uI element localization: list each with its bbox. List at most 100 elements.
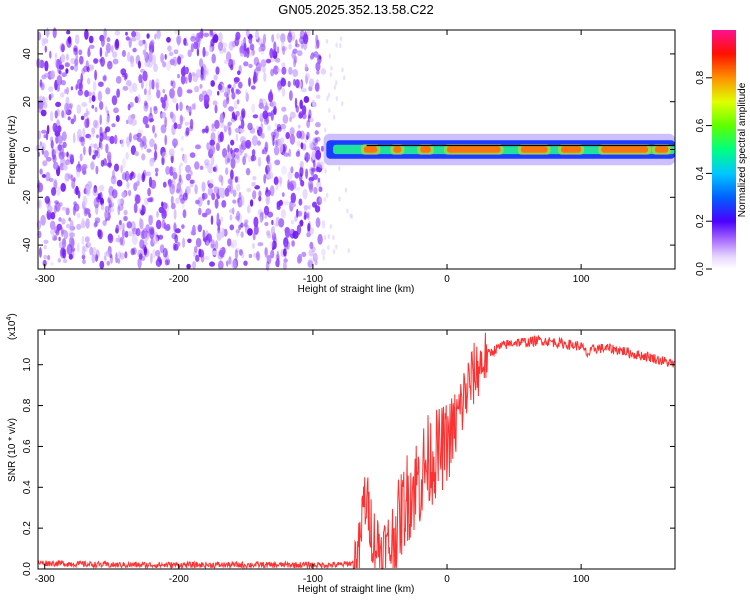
- noise-blob: [121, 227, 125, 239]
- noise-blob: [146, 33, 150, 39]
- noise-blob: [276, 205, 281, 211]
- noise-blob: [178, 164, 182, 175]
- noise-blob: [201, 181, 206, 192]
- noise-blob: [252, 242, 255, 249]
- noise-blob: [75, 167, 81, 178]
- figure-title: GN05.2025.352.13.58.C22: [278, 2, 433, 17]
- noise-blob: [190, 36, 196, 42]
- noise-blob: [71, 179, 76, 189]
- snr-x-ticks: -300 -200 -100 0 100: [35, 330, 590, 585]
- noise-blob: [291, 240, 295, 247]
- noise-blob: [284, 242, 289, 250]
- noise-blob: [217, 83, 223, 91]
- noise-blob: [315, 61, 321, 72]
- noise-blob: [248, 63, 253, 69]
- noise-blob: [154, 33, 157, 40]
- noise-blob: [329, 72, 332, 78]
- noise-blob: [112, 169, 115, 180]
- noise-blob: [235, 89, 241, 95]
- noise-blob: [197, 32, 204, 39]
- noise-blob: [185, 127, 190, 136]
- noise-blob: [127, 51, 131, 63]
- noise-blob: [239, 45, 245, 54]
- noise-blob: [243, 222, 248, 228]
- noise-blob: [255, 250, 260, 261]
- noise-blob: [235, 247, 240, 253]
- noise-blob: [217, 41, 224, 52]
- noise-blob: [343, 75, 346, 81]
- noise-blob: [281, 106, 287, 112]
- y-tick-label: 0.8: [22, 398, 33, 412]
- noise-blob: [243, 260, 248, 266]
- noise-blob: [165, 61, 172, 72]
- noise-blob: [211, 53, 216, 64]
- noise-blob: [119, 252, 125, 260]
- noise-blob: [87, 50, 91, 57]
- noise-blob: [245, 167, 251, 176]
- noise-blob: [54, 125, 61, 134]
- noise-blob: [172, 80, 176, 89]
- noise-blob: [49, 50, 52, 59]
- noise-blob: [305, 168, 309, 179]
- noise-blob: [136, 132, 142, 138]
- colorbar-tick-label: 0.0: [695, 262, 706, 276]
- noise-blob: [269, 48, 274, 59]
- noise-blob: [89, 246, 94, 256]
- noise-blob: [272, 49, 277, 57]
- noise-blob: [341, 67, 344, 73]
- noise-blob: [139, 68, 146, 73]
- noise-blob: [81, 217, 85, 228]
- noise-blob: [281, 66, 287, 75]
- noise-blob: [86, 110, 90, 116]
- noise-blob: [173, 49, 179, 55]
- noise-blob: [79, 136, 85, 142]
- noise-blob: [254, 185, 260, 190]
- noise-blob: [85, 218, 90, 229]
- noise-blob: [62, 141, 67, 149]
- noise-blob: [111, 123, 116, 128]
- noise-blob: [290, 192, 296, 204]
- noise-blob: [173, 122, 178, 130]
- noise-blob: [253, 216, 259, 228]
- noise-blob: [77, 190, 81, 199]
- noise-blob: [292, 48, 298, 54]
- noise-blob: [297, 124, 301, 129]
- noise-blob: [43, 244, 47, 250]
- noise-blob: [207, 199, 210, 206]
- noise-blob: [317, 233, 323, 245]
- noise-blob: [94, 254, 99, 262]
- x-tick-label: -300: [35, 574, 55, 585]
- noise-blob: [105, 42, 111, 54]
- noise-blob: [150, 179, 157, 189]
- noise-blob: [232, 189, 237, 197]
- noise-blob: [275, 254, 280, 261]
- noise-blob: [289, 228, 294, 234]
- noise-blob: [133, 119, 138, 126]
- noise-blob: [314, 82, 320, 92]
- noise-blob: [122, 85, 129, 91]
- noise-blob: [93, 185, 98, 193]
- y-tick-label: 0.4: [22, 480, 33, 494]
- noise-blob: [138, 253, 143, 260]
- noise-blob: [117, 205, 121, 216]
- noise-blob: [193, 41, 199, 50]
- noise-blob: [315, 217, 321, 228]
- noise-blob: [305, 152, 309, 163]
- noise-blob: [267, 171, 274, 180]
- noise-blob: [307, 259, 314, 268]
- noise-blob: [93, 143, 98, 150]
- noise-blob: [236, 183, 241, 192]
- noise-blob: [56, 186, 61, 196]
- x-tick-label: -300: [35, 274, 55, 285]
- noise-blob: [283, 152, 290, 157]
- noise-blob: [177, 86, 183, 98]
- colorbar-tick-label: 0.6: [695, 118, 706, 132]
- noise-blob: [265, 58, 272, 64]
- noise-blob: [81, 163, 88, 170]
- noise-blob: [197, 224, 203, 233]
- noise-blob: [263, 72, 267, 82]
- noise-blob: [146, 91, 152, 102]
- noise-blob: [94, 220, 99, 227]
- noise-blob: [235, 133, 239, 142]
- noise-blob: [258, 38, 264, 46]
